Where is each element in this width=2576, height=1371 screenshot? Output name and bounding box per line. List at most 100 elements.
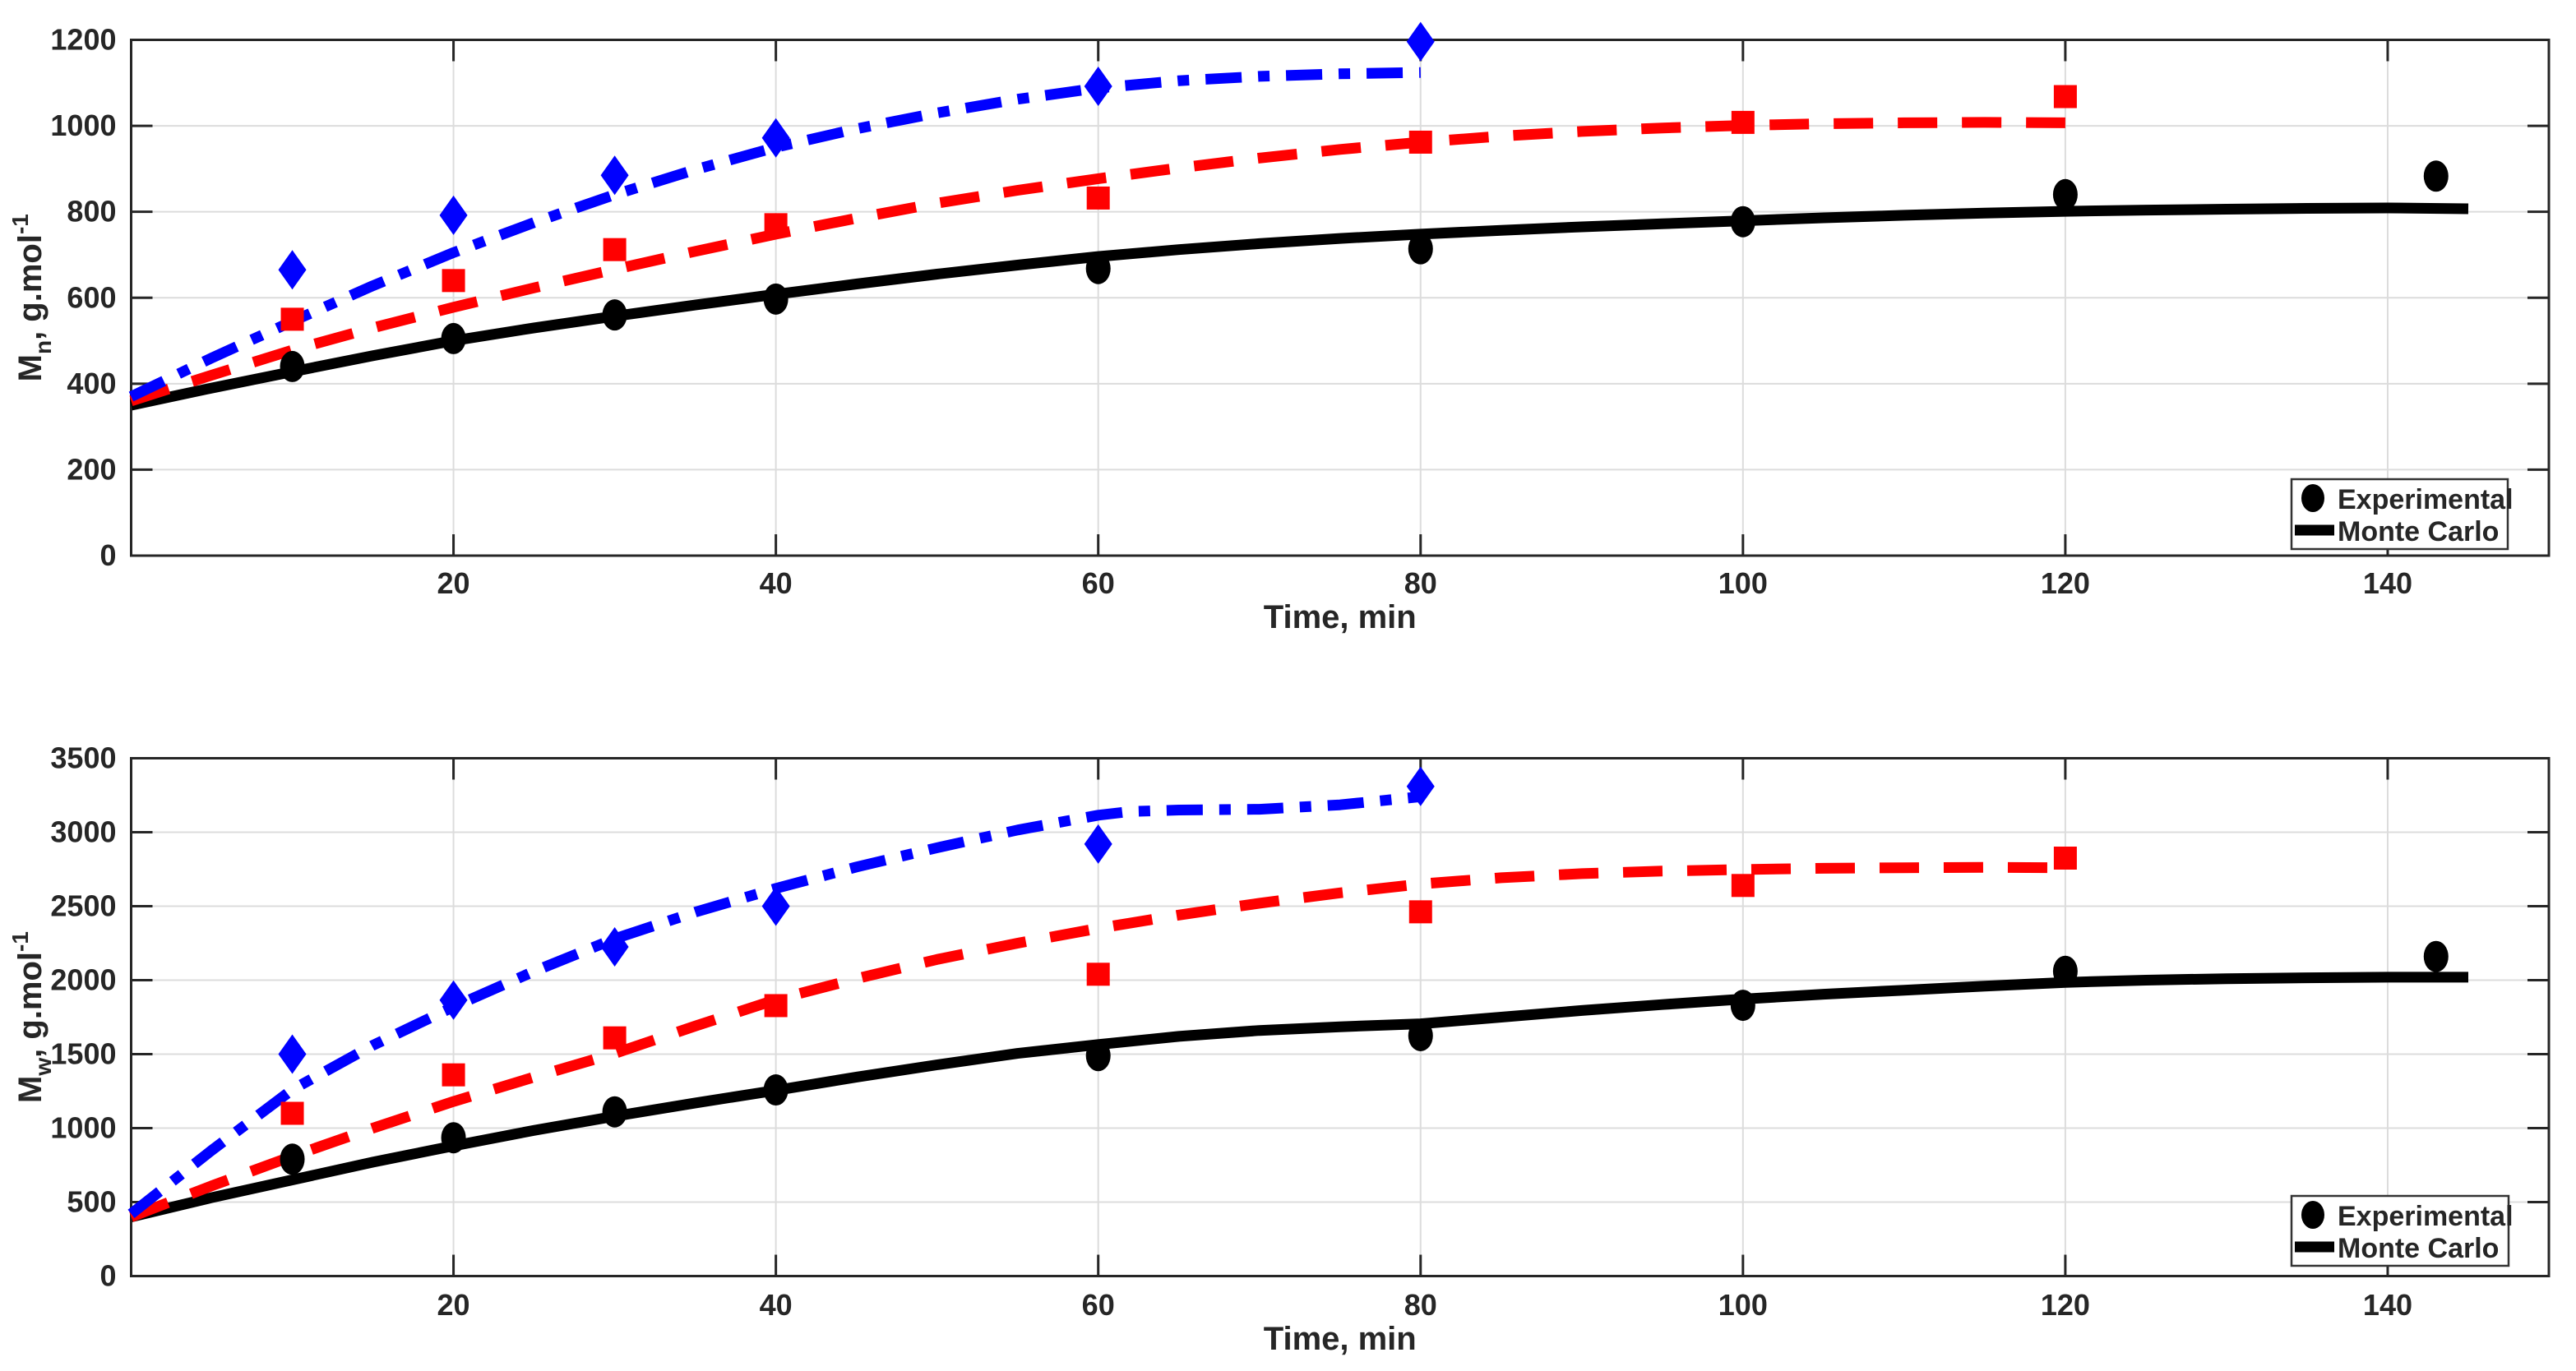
panel-top: 20 40 60 80 100 120 140 0 200 400 600 800 1000 1200 Ti… [7,21,2551,635]
marker-circle [1085,252,1111,284]
y-axis-title-sup: -1 [7,214,33,234]
monte-carlo-blue-line [128,67,1421,402]
x-tick-label: 60 [1082,1288,1115,1322]
x-tick-label: 100 [1718,1288,1768,1322]
monte-carlo-black-line [130,202,2469,411]
marker-square [442,1063,465,1087]
marker-square [442,269,465,293]
y-axis-title-sub: n [30,340,56,354]
marker-diamond [600,155,629,196]
y-tick-label: 2000 [50,963,116,997]
y-axis-title-sup: -1 [7,931,33,952]
marker-circle [763,283,789,315]
marker-square [1408,130,1432,154]
legend-circle-icon [2301,484,2324,512]
y-tick-label: 3500 [50,741,116,775]
marker-diamond [278,1034,307,1074]
marker-circle [441,1122,466,1154]
x-tick-label: 80 [1404,1288,1437,1322]
marker-diamond [278,250,307,290]
marker-square [1086,186,1110,210]
marker-square [2053,847,2077,870]
x-axis-title: Time, min [1264,599,1417,635]
legend-box [2290,478,2509,551]
marker-circle [602,299,627,331]
y-tick-label: 1000 [50,108,116,142]
marker-square [1731,874,1755,898]
y-axis-title-base: M [12,354,49,381]
marker-diamond [761,118,790,158]
marker-square [1731,110,1755,134]
marker-circle [1730,990,1755,1022]
x-tick-label: 120 [2041,566,2090,600]
marker-circle [1085,1040,1111,1072]
y-tick-label: 400 [67,367,116,400]
marker-diamond [439,980,468,1020]
marker-diamond [439,195,468,235]
marker-square [603,1026,627,1050]
x-tick-label: 120 [2041,1288,2090,1322]
marker-diamond [1084,824,1112,864]
plot-border [130,757,2551,1277]
marker-diamond [1406,21,1435,62]
y-tick-label: 1500 [50,1037,116,1071]
marker-square [764,994,788,1018]
monte-carlo-black-line [129,972,2468,1222]
marker-circle [2052,178,2078,210]
marker-square [280,307,304,331]
marker-circle [441,322,466,354]
y-axis-title: Mn, g.mol-1 [7,214,56,381]
marker-circle [1730,205,1755,238]
marker-square [280,1101,304,1125]
legend-circle-icon [2301,1201,2324,1229]
x-tick-label: 100 [1718,566,1768,600]
marker-square [1408,900,1432,924]
y-tick-label: 600 [67,280,116,314]
marker-circle [280,1143,305,1175]
x-tick-label: 20 [437,566,470,600]
y-axis-title: Mw, g.mol-1 [7,931,56,1103]
x-tick-label: 40 [760,1288,793,1322]
legend-label: Experimental [2338,1201,2514,1232]
legend-label: Monte Carlo [2338,1233,2499,1264]
x-tick-label: 40 [760,566,793,600]
marker-square [603,238,627,261]
y-tick-label: 0 [99,538,116,572]
legend-label: Monte Carlo [2338,516,2499,547]
y-axis-title-rest: , g.mol [12,234,49,340]
marker-square [1086,962,1110,986]
marker-circle [763,1074,789,1106]
x-tick-label: 140 [2363,1288,2412,1322]
y-axis-title-base: M [12,1076,49,1103]
marker-diamond [761,886,790,926]
marker-circle [1408,1020,1433,1051]
x-axis-title: Time, min [1264,1321,1417,1357]
marker-circle [602,1096,627,1128]
legend-label: Experimental [2338,484,2514,515]
y-tick-label: 1000 [50,1111,116,1145]
marker-square [2053,85,2077,108]
x-tick-label: 20 [437,1288,470,1322]
monte-carlo-red-line [129,861,2065,1222]
marker-circle [1408,233,1433,265]
y-tick-label: 3000 [50,815,116,849]
panel-bottom: 20 40 60 80 100 120 140 0 500 1000 1500 2000 2500 300… [7,741,2551,1357]
y-tick-label: 200 [67,452,116,486]
y-tick-label: 0 [99,1259,116,1293]
y-tick-label: 2500 [50,889,116,923]
marker-square [764,213,788,237]
x-tick-label: 80 [1404,566,1437,600]
y-tick-label: 800 [67,195,116,228]
legend-box [2290,1194,2510,1267]
y-tick-label: 500 [67,1185,116,1219]
marker-diamond [1084,66,1112,106]
marker-diamond [600,927,629,967]
y-tick-label: 1200 [50,23,116,57]
marker-circle [280,350,305,382]
x-tick-label: 140 [2363,566,2412,600]
x-tick-label: 60 [1082,566,1115,600]
